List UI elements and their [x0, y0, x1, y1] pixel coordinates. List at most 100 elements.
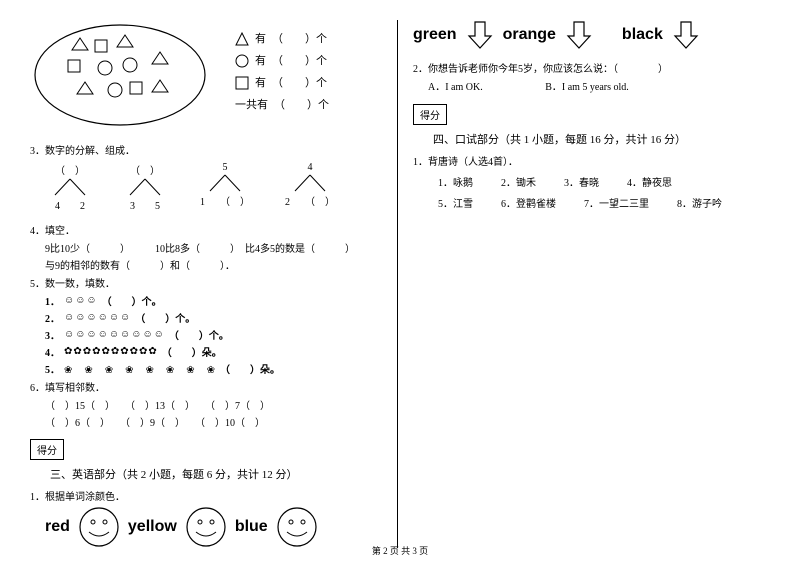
d4-left: 2 [285, 197, 290, 208]
d3-right: （ ） [225, 197, 250, 208]
section4-title: 四、口试部分（共 1 小题，每题 16 分，共计 16 分） [433, 131, 770, 147]
square-count: （ ）个 [272, 72, 327, 94]
red-label: red [45, 518, 70, 536]
shape-oval-container [30, 20, 210, 130]
circle-icon [235, 54, 249, 68]
poem5: 5．江雪 [438, 195, 473, 210]
triangle-count: （ ）个 [272, 28, 327, 50]
green-label: green [413, 26, 457, 44]
arrow-down-icon [564, 20, 594, 50]
d1-right: 2 [80, 201, 85, 212]
eng-q2: 2．你想告诉老师你今年5岁，你应该怎么说：（ ） [413, 60, 770, 75]
r4-num: 4． [45, 344, 60, 359]
q5-title: 5．数一数，填数． [30, 275, 387, 290]
blue-label: blue [235, 518, 268, 536]
color-row-1: red yellow blue [45, 506, 387, 548]
total-count: （ ）个 [274, 94, 329, 116]
branch-icon [50, 177, 90, 197]
arrow-down-icon [465, 20, 495, 50]
shapes-svg [30, 20, 210, 130]
r4-fill: （ ）朵。 [162, 344, 222, 359]
black-label: black [622, 26, 663, 44]
r2-icons: ☺☺☺☺☺☺ [64, 312, 131, 323]
branch-icon [125, 177, 165, 197]
score-box-left: 得分 [30, 439, 64, 460]
choice-b: B．I am 5 years old. [545, 82, 629, 93]
decomp-2: （ ） 3 5 [125, 162, 165, 212]
arrow-row: green orange black [413, 20, 770, 50]
left-column: 有 （ ）个 有 （ ）个 有 （ ）个 一共有 （ ）个 [30, 20, 397, 548]
q6-title: 6．填写相邻数． [30, 379, 387, 394]
eng-q2-choices: A．I am OK. B．I am 5 years old. [428, 78, 770, 93]
r2-fill: （ ）个。 [135, 310, 195, 325]
q5-row5: 5． ❀ ❀ ❀ ❀ ❀ ❀ ❀ ❀ （ ）朵。 [45, 361, 387, 376]
poem-row-2: 5．江雪 6．登鹳雀楼 7．一望二三里 8．游子吟 [438, 195, 770, 210]
choice-a: A．I am OK. [428, 82, 483, 93]
poem-row-1: 1．咏鹅 2．锄禾 3．春晓 4．静夜思 [438, 174, 770, 189]
d2-right: 5 [155, 201, 160, 212]
q5-row3: 3．☺☺☺☺☺☺☺☺☺（ ）个。 [45, 327, 387, 342]
right-column: green orange black 2．你想告诉老师你今年5岁，你应该怎么说：… [397, 20, 770, 548]
q4-title: 4．填空． [30, 222, 387, 237]
decomp-4: 4 2 （ ） [285, 162, 335, 212]
d1-left: 4 [55, 201, 60, 212]
poem-q: 1．背唐诗（人选4首）． [413, 153, 770, 168]
poem8: 8．游子吟 [677, 195, 722, 210]
face-icon [276, 506, 318, 548]
r2-num: 2． [45, 310, 60, 325]
q5-row2: 2． ☺☺☺☺☺☺ （ ）个。 [45, 310, 387, 325]
page: 有 （ ）个 有 （ ）个 有 （ ）个 一共有 （ ）个 [0, 0, 800, 553]
legend-has: 有 [255, 28, 266, 50]
branch-icon [205, 173, 245, 193]
r5-icons: ❀ ❀ ❀ ❀ ❀ ❀ ❀ ❀ [64, 361, 216, 376]
poem6: 6．登鹳雀楼 [501, 195, 556, 210]
r5-fill: （ ）朵。 [220, 361, 280, 376]
arrow-down-icon [671, 20, 701, 50]
shapes-section: 有 （ ）个 有 （ ）个 有 （ ）个 一共有 （ ）个 [30, 20, 387, 130]
q6-line2: （ ）6（ ） （ ）9（ ） （ ）10（ ） [45, 414, 387, 429]
score-box-right: 得分 [413, 104, 447, 125]
d4-top: 4 [285, 162, 335, 173]
r3-fill: （ ）个。 [169, 327, 229, 342]
r1-fill: （ ）个。 [102, 293, 162, 308]
r4-icons: ✿✿✿✿✿✿✿✿✿✿ [64, 346, 158, 357]
d2-left: 3 [130, 201, 135, 212]
orange-label: orange [503, 26, 556, 44]
triangle-icon [235, 32, 249, 46]
r3-icons: ☺☺☺☺☺☺☺☺☺ [64, 329, 165, 340]
d3-left: 1 [200, 197, 205, 208]
legend-has: 有 [255, 72, 266, 94]
d2-top: （ ） [125, 162, 165, 177]
r1-icons: ☺☺☺ [64, 295, 98, 306]
q5-row4: 4． ✿✿✿✿✿✿✿✿✿✿ （ ）朵。 [45, 344, 387, 359]
page-footer: 第 2 页 共 3 页 [0, 544, 800, 557]
circle-count: （ ）个 [272, 50, 327, 72]
shape-legend: 有 （ ）个 有 （ ）个 有 （ ）个 一共有 （ ）个 [235, 20, 329, 116]
d1-top: （ ） [50, 162, 90, 177]
d4-right: （ ） [310, 197, 335, 208]
poem1: 1．咏鹅 [438, 174, 473, 189]
r5-num: 5． [45, 361, 60, 376]
r1-num: 1． [45, 293, 60, 308]
face-icon [185, 506, 227, 548]
decomposition-row: （ ） 4 2 （ ） 3 5 5 1 （ ） 4 2 （ ） [50, 162, 387, 212]
poem7: 7．一望二三里 [584, 195, 649, 210]
q5-row1: 1． ☺☺☺ （ ）个。 [45, 293, 387, 308]
decomp-3: 5 1 （ ） [200, 162, 250, 212]
eng-q1: 1．根据单词涂颜色． [30, 488, 387, 503]
total-label: 一共有 [235, 94, 268, 116]
yellow-label: yellow [128, 518, 177, 536]
q4-line1: 9比10少（ ） 10比8多（ ） 比4多5的数是（ ） [45, 240, 387, 255]
legend-has: 有 [255, 50, 266, 72]
q6-line1: （ ）15（ ） （ ）13（ ） （ ）7（ ） [45, 397, 387, 412]
section3-title: 三、英语部分（共 2 小题，每题 6 分，共计 12 分） [50, 466, 387, 482]
branch-icon [290, 173, 330, 193]
square-icon [235, 76, 249, 90]
q3-title: 3．数字的分解、组成． [30, 142, 387, 157]
poem4: 4．静夜思 [627, 174, 672, 189]
q4-line2: 与9的相邻的数有（ ）和（ ）． [45, 257, 387, 272]
face-icon [78, 506, 120, 548]
decomp-1: （ ） 4 2 [50, 162, 90, 212]
poem3: 3．春晓 [564, 174, 599, 189]
poem2: 2．锄禾 [501, 174, 536, 189]
